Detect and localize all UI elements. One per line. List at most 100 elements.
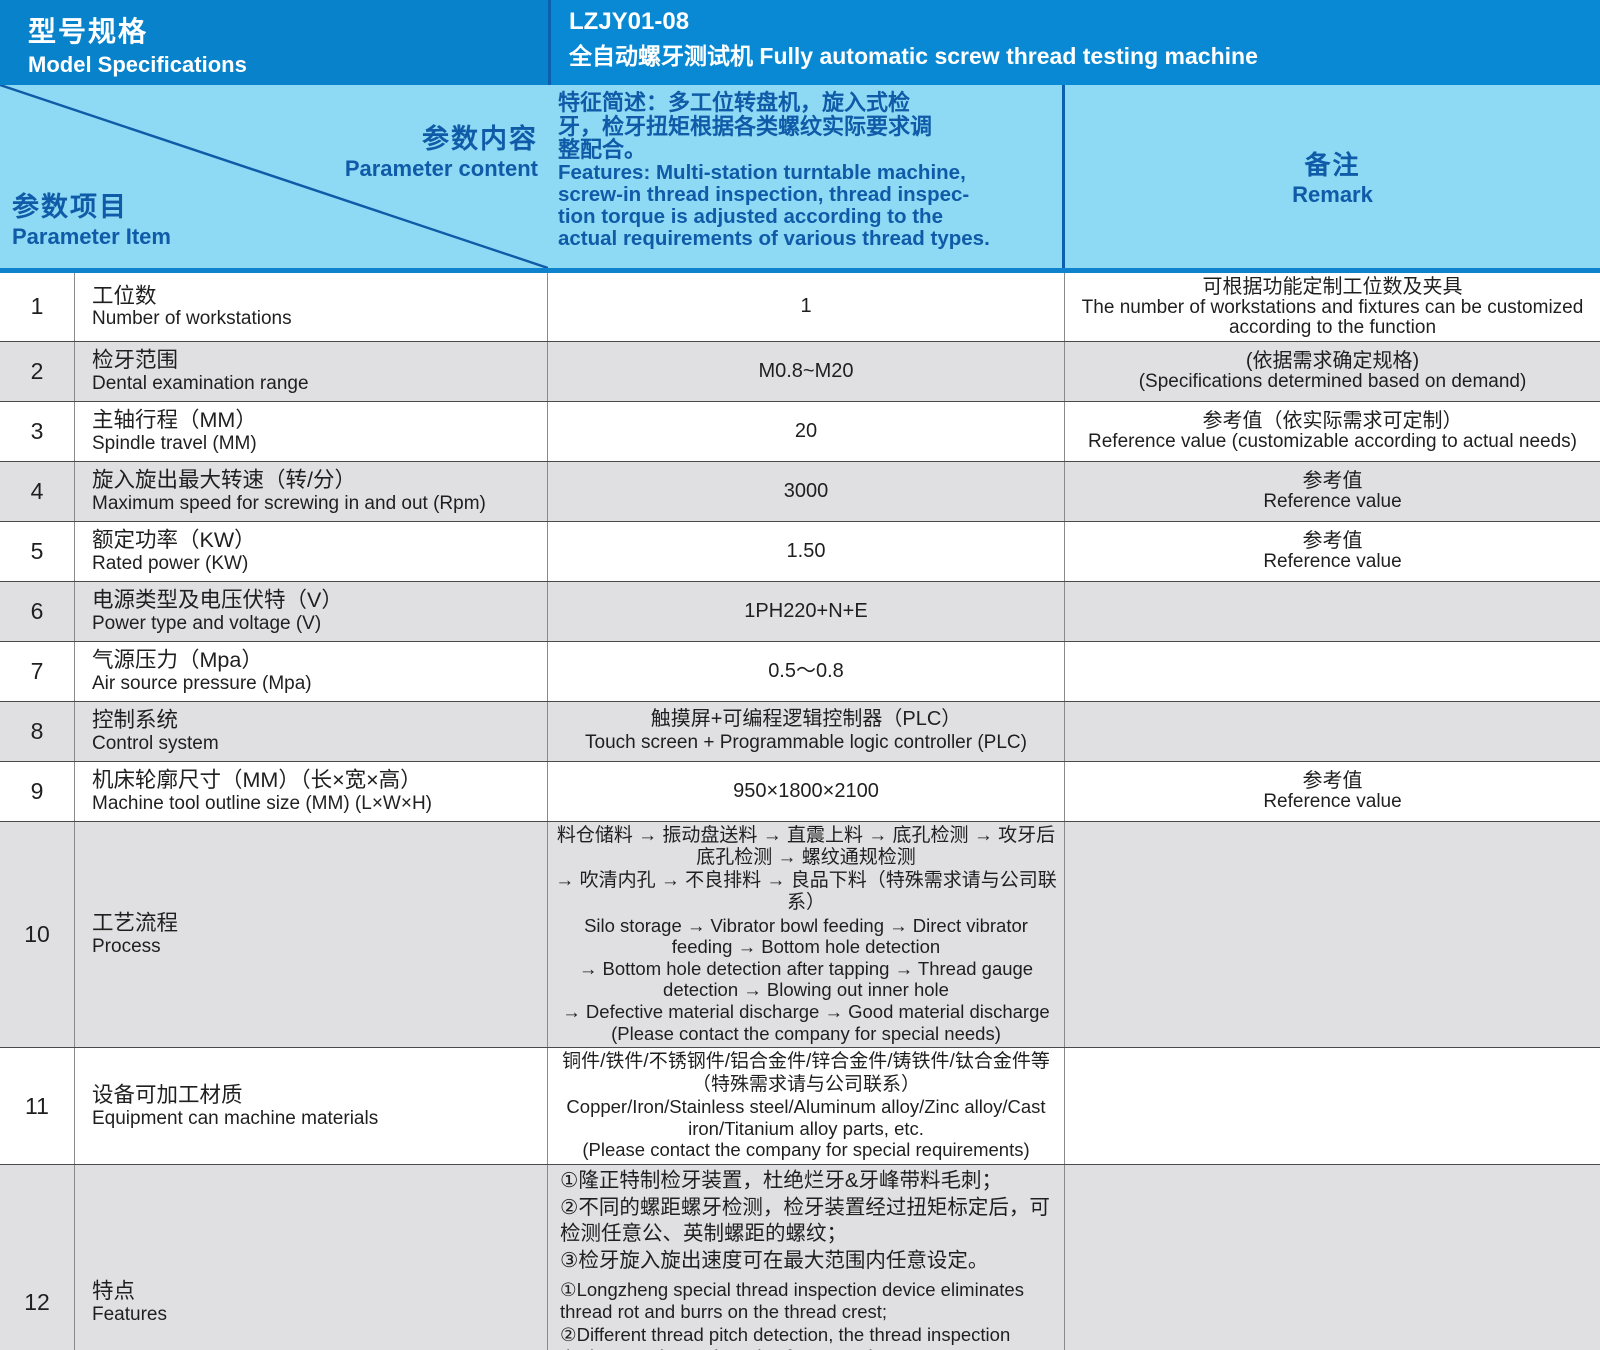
remark-zh: 参考值: [1302, 770, 1363, 793]
row-number: 2: [30, 357, 44, 384]
row-number-cell: 1: [0, 273, 75, 341]
parameter-item-cell: 工位数 Number of workstations: [75, 273, 548, 341]
parameter-value-cell: 20: [548, 401, 1065, 461]
parameter-item-cell: 主轴行程（MM） Spindle travel (MM): [75, 401, 548, 461]
item-label-en: Process: [92, 936, 161, 958]
item-label-en: Control system: [92, 732, 219, 754]
parameter-item-cell: 工艺流程 Process: [75, 821, 548, 1048]
remark-zh: 参考值: [1302, 530, 1363, 553]
row-number: 12: [24, 1288, 50, 1315]
parameter-item-cell: 特点 Features: [75, 1165, 548, 1350]
value-en: ①Longzheng special thread inspection dev…: [560, 1278, 1024, 1350]
item-label-zh: 气源压力（Mpa）: [92, 648, 263, 673]
parameter-content-zh: 参数内容: [422, 124, 538, 154]
row-number-cell: 2: [0, 341, 75, 401]
row-number-cell: 9: [0, 761, 75, 821]
item-label-en: Features: [92, 1303, 167, 1325]
remark-cell: [1065, 582, 1600, 641]
table-row: 4 旋入旋出最大转速（转/分） Maximum speed for screwi…: [0, 461, 1600, 522]
diagonal-split-cell: 参数内容 Parameter content 参数项目 Parameter It…: [0, 85, 548, 268]
parameter-value-cell: 950×1800×2100: [548, 761, 1065, 821]
diagonal-line: [0, 85, 548, 268]
row-number-cell: 6: [0, 581, 75, 641]
remark-en: The number of workstations and fixtures …: [1081, 297, 1584, 338]
row-number-cell: 10: [0, 821, 75, 1048]
item-label-zh: 电源类型及电压伏特（V）: [92, 588, 343, 613]
item-label-en: Maximum speed for screwing in and out (R…: [92, 492, 486, 514]
remark-cell: [1065, 1048, 1600, 1164]
remark-en: (Specifications determined based on dema…: [1138, 371, 1527, 393]
table-row: 12 特点 Features ①隆正特制检牙装置，杜绝烂牙&牙峰带料毛刺； ②不…: [0, 1165, 1600, 1350]
parameter-item-cell: 机床轮廓尺寸（MM）（长×宽×高） Machine tool outline s…: [75, 761, 548, 821]
row-number: 11: [25, 1092, 49, 1119]
item-label-zh: 额定功率（KW）: [92, 528, 256, 553]
parameter-item-label: 参数项目 Parameter Item: [12, 185, 171, 250]
parameter-value-cell: 1: [548, 273, 1065, 341]
item-label-zh: 检牙范围: [92, 348, 179, 373]
value-zh: 料仓储料 → 振动盘送料 → 直震上料 → 底孔检测 → 攻牙后底孔检测 → 螺…: [555, 824, 1057, 914]
table-body: 1 工位数 Number of workstations 1 可根据功能定制工位…: [0, 273, 1600, 1350]
parameter-value-cell: 铜件/铁件/不锈钢件/铝合金件/锌合金件/铸铁件/钛合金件等（特殊需求请与公司联…: [548, 1048, 1065, 1165]
remark-label-en: Remark: [1292, 182, 1373, 207]
parameter-item-cell: 旋入旋出最大转速（转/分） Maximum speed for screwing…: [75, 461, 548, 521]
item-label-zh: 控制系统: [92, 708, 179, 733]
value-zh: 0.5～0.8: [768, 659, 844, 682]
item-label-en: Number of workstations: [92, 308, 292, 330]
model-specifications-header-cell: 型号规格 Model Specifications: [0, 0, 548, 85]
item-label-en: Machine tool outline size (MM) (L×W×H): [92, 792, 432, 814]
value-zh: 1PH220+N+E: [744, 599, 868, 622]
row-number: 7: [30, 657, 44, 684]
row-number-cell: 3: [0, 401, 75, 461]
item-label-en: Dental examination range: [92, 372, 309, 394]
value-zh: M0.8~M20: [758, 359, 854, 382]
row-number: 1: [30, 293, 44, 320]
value-zh: 1: [800, 295, 812, 318]
remark-en: Reference value (customizable according …: [1088, 431, 1577, 453]
table-row: 11 设备可加工材质 Equipment can machine materia…: [0, 1048, 1600, 1166]
model-specifications-label-en: Model Specifications: [28, 52, 247, 77]
table-row: 2 检牙范围 Dental examination range M0.8~M20…: [0, 341, 1600, 402]
parameter-value-cell: 3000: [548, 461, 1065, 521]
value-zh: 铜件/铁件/不锈钢件/铝合金件/锌合金件/铸铁件/钛合金件等（特殊需求请与公司联…: [562, 1051, 1050, 1095]
value-zh: 3000: [783, 479, 829, 502]
remark-cell: 参考值 Reference value: [1065, 762, 1600, 821]
item-label-zh: 工艺流程: [92, 911, 179, 936]
row-number: 5: [30, 537, 44, 564]
value-zh: 触摸屏+可编程逻辑控制器（PLC）: [650, 708, 962, 731]
table-row: 8 控制系统 Control system 触摸屏+可编程逻辑控制器（PLC） …: [0, 701, 1600, 762]
table-header-row: 型号规格 Model Specifications LZJY01-08 全自动螺…: [0, 0, 1600, 85]
parameter-content-en: Parameter content: [344, 156, 538, 181]
parameter-content-label: 参数内容 Parameter content: [345, 117, 538, 182]
row-number: 3: [30, 417, 44, 444]
table-row: 3 主轴行程（MM） Spindle travel (MM) 20 参考值（依实…: [0, 401, 1600, 462]
parameter-item-cell: 检牙范围 Dental examination range: [75, 341, 548, 401]
table-subheader-row: 参数内容 Parameter content 参数项目 Parameter It…: [0, 85, 1600, 273]
value-zh: ①隆正特制检牙装置，杜绝烂牙&牙峰带料毛刺； ②不同的螺距螺牙检测，检牙装置经过…: [560, 1169, 1050, 1272]
features-summary-zh: 特征简述：多工位转盘机，旋入式检 牙，检牙扭矩根据各类螺纹实际要求调 整配合。: [558, 90, 933, 163]
value-en: Touch screen + Programmable logic contro…: [585, 731, 1027, 753]
item-label-zh: 机床轮廓尺寸（MM）（长×宽×高）: [92, 768, 422, 793]
item-label-en: Rated power (KW): [92, 552, 249, 574]
remark-en: Reference value: [1263, 491, 1402, 513]
parameter-item-cell: 控制系统 Control system: [75, 701, 548, 761]
remark-zh: 参考值（依实际需求可定制）: [1202, 410, 1463, 433]
item-label-zh: 工位数: [92, 283, 157, 308]
machine-title-header-cell: LZJY01-08 全自动螺牙测试机 Fully automatic screw…: [548, 0, 1600, 85]
machine-title: 全自动螺牙测试机 Fully automatic screw thread te…: [569, 43, 1258, 69]
parameter-item-cell: 设备可加工材质 Equipment can machine materials: [75, 1048, 548, 1165]
remark-zh: (依据需求确定规格): [1245, 350, 1420, 373]
remark-cell: 参考值 Reference value: [1065, 462, 1600, 521]
remark-cell: 参考值（依实际需求可定制） Reference value (customiza…: [1065, 402, 1600, 461]
remark-header-cell: 备注 Remark: [1065, 85, 1600, 268]
item-label-zh: 设备可加工材质: [92, 1082, 243, 1107]
table-row: 9 机床轮廓尺寸（MM）（长×宽×高） Machine tool outline…: [0, 761, 1600, 822]
remark-cell: (依据需求确定规格) (Specifications determined ba…: [1065, 342, 1600, 401]
parameter-item-cell: 额定功率（KW） Rated power (KW): [75, 521, 548, 581]
remark-zh: 参考值: [1302, 470, 1363, 493]
table-row: 5 额定功率（KW） Rated power (KW) 1.50 参考值 Ref…: [0, 521, 1600, 582]
row-number: 10: [24, 921, 50, 948]
item-label-en: Power type and voltage (V): [92, 612, 322, 634]
parameter-item-cell: 电源类型及电压伏特（V） Power type and voltage (V): [75, 581, 548, 641]
parameter-value-cell: 1PH220+N+E: [548, 581, 1065, 641]
